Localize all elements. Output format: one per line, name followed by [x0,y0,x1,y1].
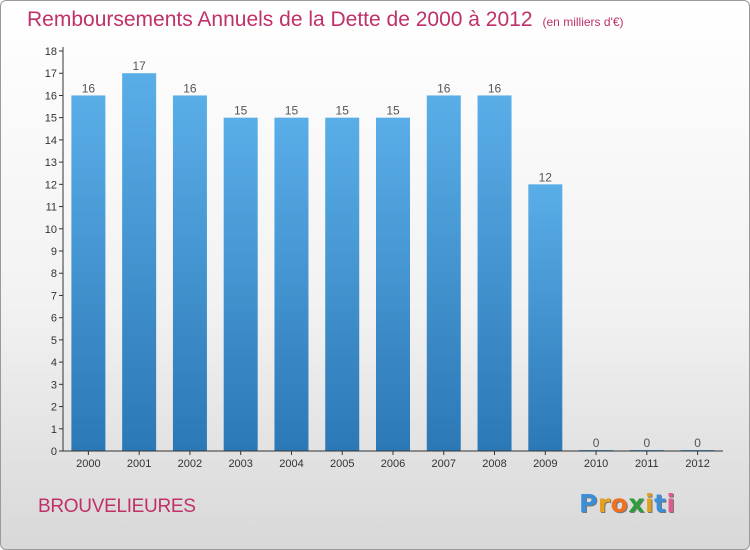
x-tick-label: 2001 [127,458,151,470]
x-tick-label: 2008 [482,458,506,470]
logo-letter: i [666,489,676,518]
x-tick-label: 2006 [381,458,405,470]
title-text: Remboursements Annuels de la Dette de 20… [27,8,533,31]
value-label: 15 [285,104,299,118]
y-tick-label: 7 [51,290,57,302]
value-label: 0 [694,436,701,450]
bar [477,95,512,451]
y-tick-label: 18 [45,46,57,58]
bar [325,117,360,452]
x-tick-label: 2010 [584,458,608,470]
logo-letter: t [654,489,667,518]
bar [223,117,258,452]
value-label: 12 [539,170,553,184]
value-label: 0 [593,436,600,450]
y-tick-label: 16 [45,90,57,102]
bar [172,95,207,451]
y-tick-label: 9 [51,246,57,258]
bars: 16 17 16 15 15 15 15 16 16 12 0 0 0 [71,59,715,452]
x-axis: 2000 2001 2002 2003 2004 2005 2006 2007 2008 2009… [63,450,723,470]
x-tick-label: 2003 [228,458,252,470]
value-label: 16 [437,81,451,95]
x-tick-label: 2007 [432,458,456,470]
x-tick-label: 2012 [685,458,709,470]
value-label: 16 [183,81,197,95]
x-tick-label: 2005 [330,458,354,470]
x-tick-label: 2011 [635,458,659,470]
y-tick-label: 1 [51,424,57,436]
y-tick-label: 15 [45,113,57,125]
logo-letter: o [610,489,629,518]
value-label: 15 [386,104,400,118]
proxiti-logo[interactable]: Proxiti [579,489,676,518]
chart-title: Remboursements Annuels de la Dette de 20… [27,8,624,32]
x-tick-label: 2002 [178,458,202,470]
value-label: 15 [336,104,350,118]
y-tick-label: 11 [46,202,57,214]
bar [71,95,106,451]
y-tick-label: 10 [45,224,57,236]
bar [122,73,157,451]
bar [426,95,461,451]
logo-letter: x [628,489,645,518]
logo-letter: i [645,489,655,518]
y-tick-label: 14 [45,135,57,147]
bar [274,117,309,452]
y-tick-label: 17 [45,68,57,80]
commune-name: BROUVELIEURES [38,496,196,517]
x-tick-label: 2009 [533,458,557,470]
logo-letter: r [597,489,611,518]
value-label: 15 [234,104,248,118]
y-tick-label: 0 [51,446,57,458]
bar [376,117,410,452]
logo-letter: P [579,489,598,518]
x-tick-label: 2000 [76,458,100,470]
y-tick-label: 8 [51,268,57,280]
y-tick-label: 2 [51,402,57,414]
y-tick-label: 13 [45,157,57,169]
y-tick-label: 4 [51,357,57,369]
y-tick-label: 3 [51,379,57,391]
value-label: 17 [132,59,146,73]
unit-note: (en milliers d'€) [542,15,624,29]
value-label: 16 [488,81,502,95]
x-tick-label: 2004 [279,458,303,470]
y-tick-label: 5 [51,335,57,347]
value-label: 0 [644,436,651,450]
bar [528,184,563,452]
y-tick-label: 12 [45,179,57,191]
value-label: 16 [82,81,96,95]
y-tick-label: 6 [51,313,57,325]
